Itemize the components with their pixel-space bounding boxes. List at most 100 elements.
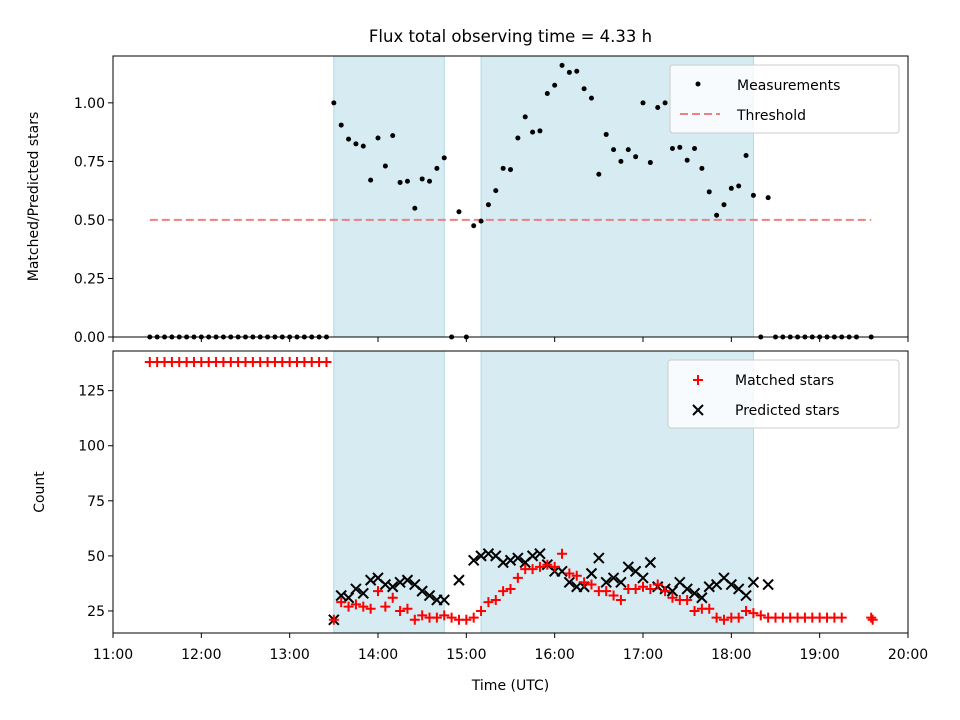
matched-star-point xyxy=(409,614,420,625)
x-tick-label: 15:00 xyxy=(446,647,486,663)
predicted-star-point xyxy=(725,578,738,591)
measurement-point xyxy=(478,218,484,224)
predicted-star-point xyxy=(482,547,495,560)
matched-star-point xyxy=(365,603,376,614)
ratio-plot-frame xyxy=(112,55,909,338)
matched-star-point xyxy=(321,357,332,368)
y-tick-label: 125 xyxy=(78,384,105,400)
measurement-point xyxy=(611,147,617,153)
measurement-point xyxy=(368,177,374,183)
measurement-point xyxy=(397,179,403,185)
measurement-point xyxy=(596,171,602,177)
measurement-point xyxy=(390,133,396,139)
matched-star-point xyxy=(468,612,479,623)
predicted-star-point xyxy=(357,587,369,600)
y-tick-label: 100 xyxy=(78,439,105,455)
y-tick-label: 1.00 xyxy=(74,96,105,112)
measurement-point xyxy=(434,165,440,171)
matched-star-point xyxy=(579,577,590,588)
legend-label: Threshold xyxy=(736,108,806,124)
predicted-star-point xyxy=(438,594,450,606)
matched-star-point xyxy=(711,612,722,623)
measurement-point xyxy=(500,165,506,171)
matched-star-point xyxy=(483,597,494,608)
measurement-point xyxy=(515,135,521,141)
matched-star-point xyxy=(630,583,641,594)
predicted-star-point xyxy=(600,576,612,589)
matched-star-point xyxy=(417,610,428,621)
matched-star-point xyxy=(615,594,626,605)
predicted-star-point xyxy=(342,592,355,604)
x-axis-label: Time (UTC) xyxy=(471,678,549,694)
matched-star-point xyxy=(660,586,671,597)
predicted-star-point xyxy=(526,550,539,562)
predicted-star-point xyxy=(534,547,546,560)
measurement-point xyxy=(427,178,433,184)
observing-interval xyxy=(333,55,445,338)
x-tick-label: 14:00 xyxy=(358,647,398,663)
predicted-star-point xyxy=(585,567,598,580)
predicted-star-point xyxy=(350,583,362,595)
predicted-star-point xyxy=(387,581,399,593)
predicted-star-point xyxy=(681,583,693,595)
y-tick-label: 0.50 xyxy=(74,213,105,229)
x-tick-label: 12:00 xyxy=(181,647,221,663)
predicted-star-point xyxy=(703,581,715,593)
measurement-point xyxy=(404,178,410,184)
measurement-point xyxy=(618,158,624,164)
matched-star-point xyxy=(534,561,545,572)
predicted-star-point xyxy=(364,574,377,586)
matched-star-point xyxy=(512,572,523,583)
predicted-star-point xyxy=(497,556,509,569)
matched-star-point xyxy=(667,592,678,603)
predicted-star-point xyxy=(593,552,605,564)
measurement-point xyxy=(508,167,513,173)
measurement-point xyxy=(736,183,742,189)
measurement-point xyxy=(588,95,594,101)
measurement-point xyxy=(603,131,609,137)
measurement-point xyxy=(456,209,462,215)
measurement-point xyxy=(669,145,675,151)
count-plot-frame xyxy=(112,350,909,634)
count-y-axis-ticks: 25 50 75 100 125 xyxy=(78,384,113,620)
legend-box xyxy=(667,359,900,429)
y-tick-label: 0.75 xyxy=(74,154,105,170)
measurement-point xyxy=(382,163,388,169)
predicted-star-point xyxy=(607,572,620,584)
measurement-point xyxy=(633,154,639,160)
measurement-point xyxy=(699,165,705,171)
matched-star-point xyxy=(373,586,383,597)
matched-star-point xyxy=(836,612,847,623)
matched-star-point xyxy=(476,605,487,616)
legend-box xyxy=(669,64,900,134)
predicted-star-point xyxy=(394,576,406,589)
matched-star-point xyxy=(395,605,406,616)
measurement-point xyxy=(647,160,653,166)
measurement-point xyxy=(640,100,646,106)
measurement-point xyxy=(765,195,771,201)
predicted-star-point xyxy=(379,578,392,591)
predicted-star-point xyxy=(696,592,708,604)
predicted-star-point xyxy=(335,589,347,602)
measurement-point xyxy=(471,223,477,229)
measurement-point xyxy=(353,141,359,147)
ratio-y-axis-label: Matched/Predicted stars xyxy=(26,112,42,282)
matched-star-point xyxy=(549,561,560,572)
count-y-axis-label: Count xyxy=(32,471,48,513)
matched-star-point xyxy=(343,601,354,612)
matched-star-point xyxy=(542,559,553,570)
measurement-point xyxy=(574,68,580,74)
ratio-x-axis-ticks xyxy=(112,337,909,342)
ratio-legend: Measurements Threshold xyxy=(669,64,900,134)
y-tick-label: 25 xyxy=(87,604,105,620)
predicted-star-point xyxy=(401,574,414,586)
measurement-point xyxy=(412,205,418,211)
legend-predicted-marker xyxy=(692,404,704,416)
matched-star-point xyxy=(380,601,391,612)
matched-star-point xyxy=(866,612,877,623)
measurement-point xyxy=(750,192,756,198)
legend-measurement-marker xyxy=(695,81,701,87)
predicted-star-point xyxy=(467,554,480,567)
measurement-point xyxy=(375,135,381,141)
matched-star-point xyxy=(652,579,663,590)
